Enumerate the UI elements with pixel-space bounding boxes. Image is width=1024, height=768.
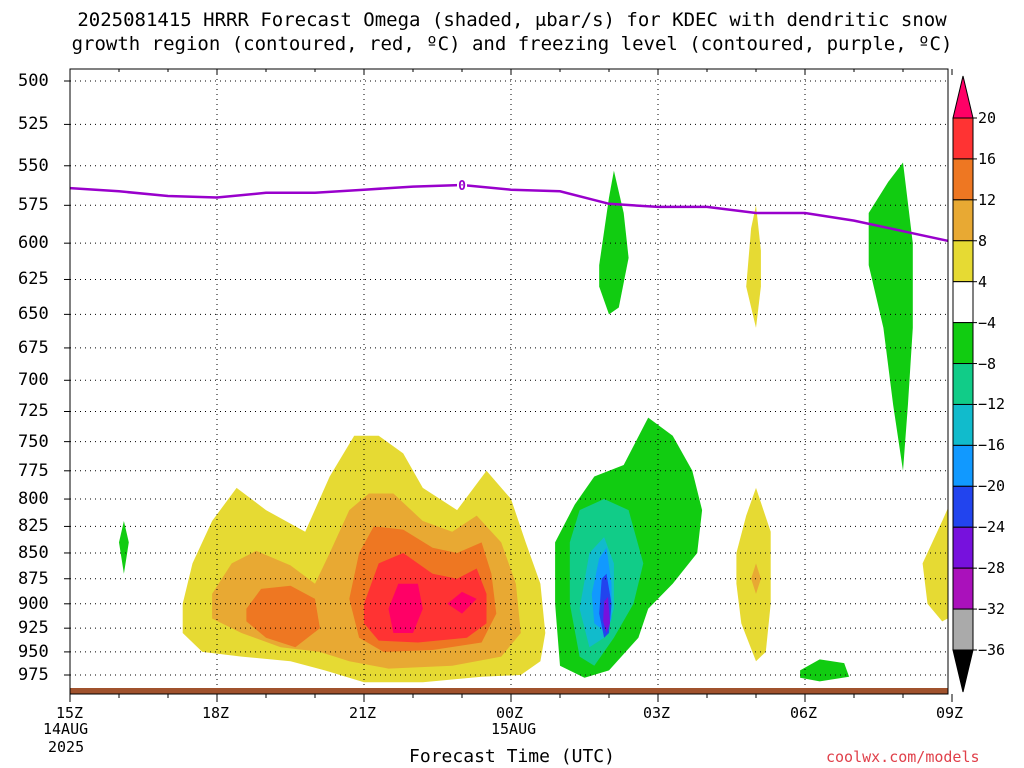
ground-surface [70,688,948,694]
y-tick-label: 600 [18,233,49,254]
omega-region-15 [868,162,913,471]
y-tick-label: 700 [18,370,49,391]
omega-region-6 [447,591,477,614]
colorbar-label: 20 [978,109,997,127]
y-tick-label: 825 [18,516,49,537]
omega-region-18 [922,507,948,622]
colorbar-label: −12 [978,395,1006,414]
chart-title-line1: 2025081415 HRRR Forecast Omega (shaded, … [77,9,947,31]
x-tick-label: 09Z [936,704,964,722]
y-tick-label: 650 [18,304,49,325]
omega-region-14 [746,205,761,328]
omega-region-20 [800,659,850,682]
y-tick-label: 550 [18,155,49,176]
colorbar-label: −8 [978,354,997,373]
colorbar-label: −28 [978,559,1006,578]
y-tick-label: 925 [18,618,49,639]
colorbar-swatch [952,608,974,651]
colorbar-label: −32 [978,600,1006,619]
freezing-level-label-bg [457,177,467,191]
colorbar-swatch [952,240,974,283]
y-tick-label: 750 [18,431,49,452]
colorbar-swatch [952,322,974,365]
plot-frame [69,68,949,695]
colorbar-swatch [952,199,974,242]
colorbar-label: −36 [978,641,1006,659]
credit-text: coolwx.com/models [826,748,980,766]
y-tick-label: 725 [18,401,49,422]
y-tick-label: 975 [18,665,49,685]
y-tick-label: 950 [18,641,49,662]
omega-region-19 [119,521,129,574]
colorbar-bottom-arrow [952,649,974,693]
omega-region-13 [599,170,629,315]
y-tick-label: 675 [18,337,49,358]
y-tick-label: 575 [18,195,49,216]
colorbar-swatch [952,281,974,324]
omega-region-2 [246,585,320,648]
x-tick-label3: 2025 [48,738,85,756]
x-axis-title: Forecast Time (UTC) [409,746,615,767]
y-tick-label: 525 [18,114,49,135]
colorbar-label: 16 [978,149,997,168]
freezing-level-line [70,183,948,243]
omega-region-12 [603,596,610,633]
chart-title-line2: growth region (contoured, red, ºC) and f… [71,33,953,55]
colorbar-label: 8 [978,231,988,250]
colorbar-label: −16 [978,436,1006,455]
colorbar-swatch [952,363,974,405]
colorbar-swatch [952,158,974,201]
y-tick-label: 800 [18,489,49,510]
colorbar-label: 4 [978,272,988,291]
colorbar-swatch [952,444,974,487]
x-tick-label: 06Z [790,704,818,722]
colorbar-label: −24 [978,518,1006,537]
x-tick-label2: 14AUG [43,720,89,738]
colorbar-swatch [952,526,974,569]
y-tick-label: 625 [18,269,49,290]
x-tick-label: 03Z [643,704,671,722]
y-tick-label: 850 [18,542,49,563]
freezing-level-label: 0 [458,179,466,194]
x-tick-label2: 15AUG [491,720,537,738]
colorbar-swatch [952,117,974,160]
x-tick-label: 21Z [349,704,377,722]
x-tick-label: 18Z [202,704,230,722]
omega-region-5 [388,583,423,633]
y-tick-label: 500 [18,71,49,91]
colorbar-swatch [952,403,974,446]
y-tick-label: 900 [18,593,49,614]
x-tick-label: 00Z [496,704,524,722]
y-tick-label: 875 [18,568,49,589]
colorbar-top-arrow [952,75,974,119]
colorbar-swatch [952,567,974,610]
colorbar-label: −4 [978,313,997,332]
colorbar-label: 12 [978,190,997,209]
colorbar-swatch [952,485,974,528]
x-tick-label: 15Z [56,704,84,722]
colorbar-label: −20 [978,477,1006,496]
y-tick-label: 775 [18,460,49,481]
